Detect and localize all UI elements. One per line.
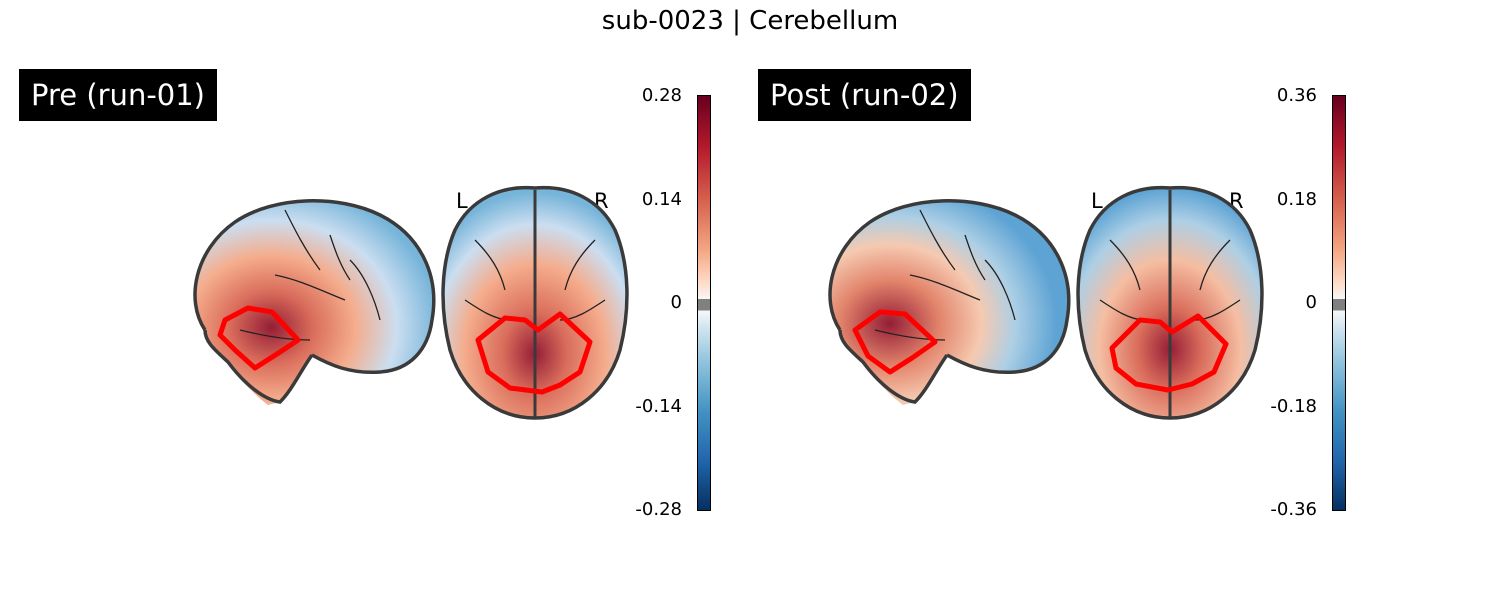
colorbar-tick: -0.18 (1270, 396, 1317, 417)
sagittal-view-post (828, 199, 1071, 405)
orientation-left: L (456, 189, 468, 213)
panel-label-pre: Pre (run-01) (19, 69, 217, 121)
colorbar-tick: 0 (670, 292, 682, 313)
sagittal-view-pre (193, 199, 436, 405)
panel-label-post: Post (run-02) (758, 69, 971, 121)
colorbar-tick: 0.28 (641, 85, 682, 106)
colorbar-tick: 0.36 (1276, 85, 1317, 106)
colorbar-pre (697, 95, 711, 511)
orientation-left: L (1091, 189, 1103, 213)
colorbar-tick: -0.14 (635, 396, 682, 417)
colorbar-post (1332, 95, 1346, 511)
colorbar-tick: -0.36 (1270, 499, 1317, 520)
colorbar-tick: -0.28 (635, 499, 682, 520)
axial-view-pre (441, 185, 629, 420)
axial-view-post (1076, 185, 1264, 420)
colorbar-tick: 0 (1305, 292, 1317, 313)
figure-title: sub-0023 | Cerebellum (601, 6, 899, 36)
colorbar-tick: 0.14 (641, 189, 682, 210)
colorbar-tick: 0.18 (1276, 189, 1317, 210)
